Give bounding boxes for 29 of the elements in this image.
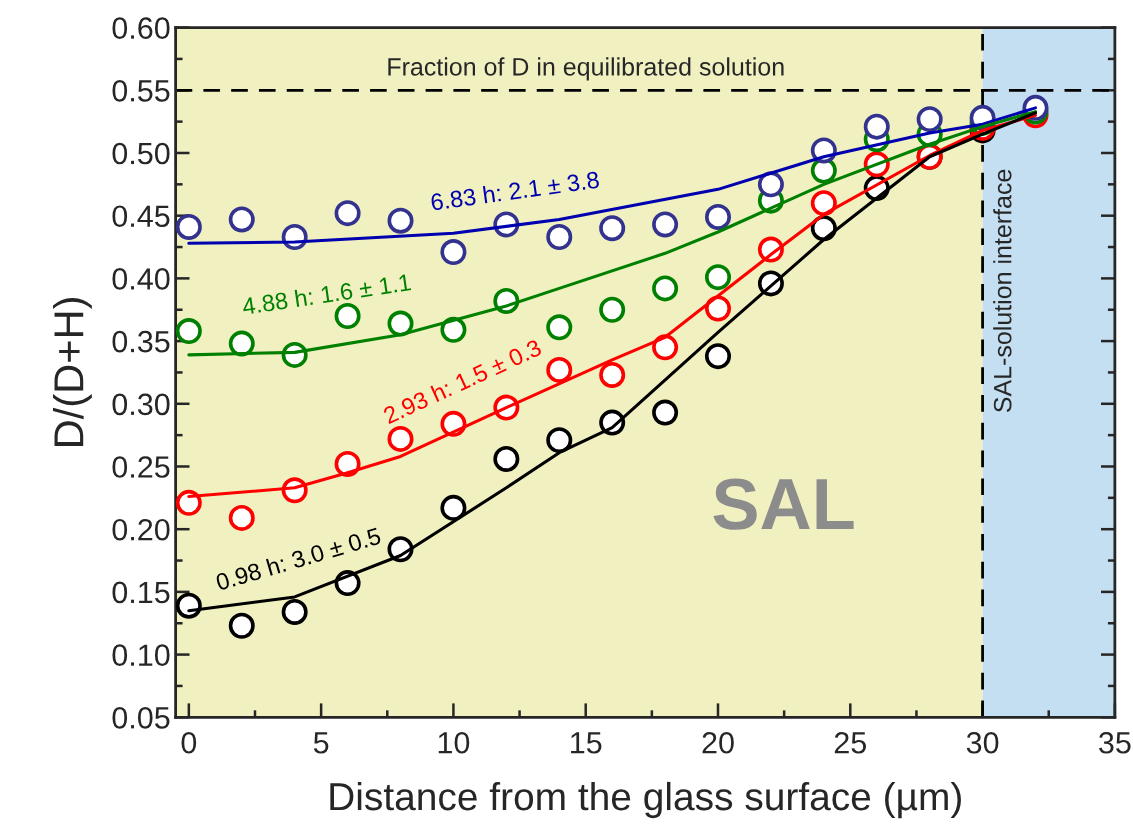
x-tick-label: 35 xyxy=(1099,731,1131,754)
y-tick-label: 0.35 xyxy=(112,330,170,353)
y-tick-label: 0.45 xyxy=(112,205,170,228)
x-tick-label: 20 xyxy=(702,731,734,754)
text: 0.98 h: 3.0 ± 0.5 xyxy=(214,526,382,591)
y-tick-label: 0.55 xyxy=(112,80,170,102)
x-tick-label: 25 xyxy=(834,731,867,754)
text: 4.88 h: 1.6 ± 1.1 xyxy=(241,273,412,316)
x-tick-label: 0 xyxy=(181,731,197,754)
y-tick-label: 0.05 xyxy=(112,707,170,729)
y-tick-label: 0.10 xyxy=(112,644,170,666)
x-tick-label: 5 xyxy=(313,732,329,754)
y-tick-label: 0.15 xyxy=(112,581,170,604)
ref-line-label: Fraction of D in equilibrated solution xyxy=(388,57,784,81)
y-axis-title: D/(D+H) xyxy=(53,298,92,446)
y-tick-label: 0.40 xyxy=(112,268,170,290)
y-tick-label: 0.50 xyxy=(112,142,170,165)
ref-line-label: SAL-solution interface xyxy=(993,169,1012,413)
x-tick-label: 10 xyxy=(438,731,470,754)
x-axis-title: Distance from the glass surface (µm) xyxy=(330,781,961,819)
text: 2.93 h: 1.5 ± 0.3 xyxy=(382,338,543,425)
x-tick-label: 30 xyxy=(966,731,999,754)
y-tick-label: 0.20 xyxy=(112,518,170,541)
y-tick-label: 0.25 xyxy=(112,456,170,478)
text: 6.83 h: 2.1 ± 3.8 xyxy=(430,170,600,211)
y-tick-label: 0.60 xyxy=(112,17,170,39)
y-tick-label: 0.30 xyxy=(112,393,170,416)
band-label: SAL xyxy=(713,478,854,530)
x-tick-label: 15 xyxy=(571,732,602,754)
